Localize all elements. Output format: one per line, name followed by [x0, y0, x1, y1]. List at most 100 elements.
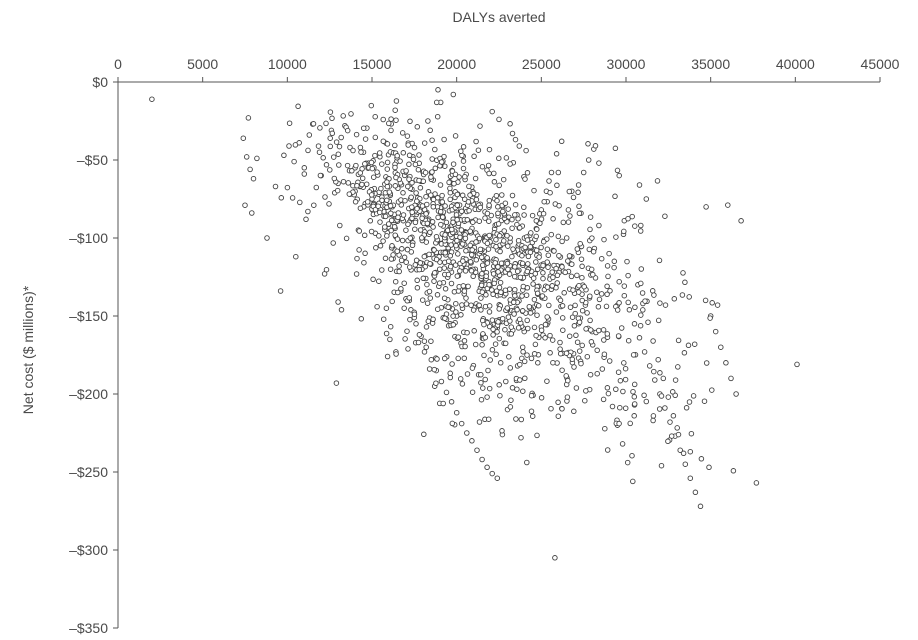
data-point — [467, 192, 473, 198]
data-point — [615, 333, 622, 339]
data-point — [606, 358, 613, 364]
data-point — [631, 401, 638, 407]
data-point — [671, 296, 678, 302]
data-point — [411, 311, 418, 317]
data-point — [450, 91, 457, 98]
data-point — [345, 180, 352, 186]
data-point — [353, 131, 360, 138]
data-point — [327, 109, 334, 115]
data-point — [373, 245, 379, 251]
data-point — [491, 280, 497, 287]
data-point — [485, 367, 491, 374]
data-point — [467, 259, 474, 265]
data-point — [520, 388, 526, 394]
data-point — [438, 159, 445, 165]
data-point — [643, 398, 650, 405]
data-point — [452, 262, 459, 268]
data-point — [376, 209, 383, 216]
data-point — [441, 136, 447, 143]
data-point — [388, 210, 394, 217]
data-point — [617, 404, 623, 411]
data-point — [550, 359, 556, 366]
data-point — [327, 167, 333, 173]
data-point — [476, 235, 483, 242]
data-point — [554, 272, 561, 279]
data-point — [596, 296, 603, 303]
data-point — [471, 328, 477, 334]
data-point — [441, 355, 448, 362]
data-point — [697, 503, 704, 510]
data-point — [396, 268, 402, 275]
data-point — [579, 263, 585, 270]
data-point — [405, 221, 411, 228]
data-point — [361, 232, 368, 239]
data-point — [544, 378, 550, 384]
data-point — [243, 154, 250, 160]
data-point — [522, 375, 528, 382]
data-point — [622, 405, 629, 411]
data-point — [462, 268, 469, 274]
data-point — [413, 190, 419, 196]
data-point — [442, 232, 448, 238]
data-point — [540, 270, 546, 276]
data-point — [411, 144, 418, 151]
data-point — [414, 198, 420, 204]
data-point — [604, 331, 611, 337]
data-point — [338, 307, 345, 313]
data-point — [333, 380, 340, 386]
data-point — [502, 326, 508, 333]
data-point — [368, 228, 375, 235]
data-point — [515, 237, 522, 244]
data-point — [553, 265, 559, 272]
data-point — [501, 238, 507, 244]
data-point — [519, 260, 526, 267]
data-point — [462, 173, 468, 180]
data-point — [316, 149, 323, 155]
data-point — [794, 361, 800, 368]
data-point — [521, 358, 528, 365]
data-point — [493, 236, 499, 243]
data-point — [507, 161, 513, 167]
data-point — [376, 233, 382, 239]
data-point — [427, 229, 433, 236]
data-point — [607, 288, 613, 294]
data-point — [588, 339, 595, 345]
data-point — [575, 189, 581, 196]
data-point — [479, 262, 486, 268]
data-point — [485, 416, 492, 422]
data-point — [393, 98, 400, 104]
data-point — [521, 204, 527, 211]
data-point — [637, 322, 644, 329]
data-point — [594, 370, 600, 377]
data-point — [495, 204, 501, 210]
data-point — [450, 313, 456, 319]
data-point — [512, 136, 519, 143]
data-point — [512, 264, 518, 270]
data-point — [453, 242, 459, 249]
data-point — [504, 305, 511, 311]
data-point — [278, 195, 285, 201]
data-point — [453, 409, 460, 416]
data-point — [570, 194, 577, 201]
data-point — [412, 219, 419, 226]
data-point — [587, 226, 593, 233]
data-point — [490, 332, 496, 338]
data-point — [490, 271, 497, 277]
data-point — [337, 222, 343, 229]
data-point — [566, 333, 573, 339]
data-point — [431, 270, 438, 276]
data-point — [502, 287, 509, 293]
data-point — [433, 256, 440, 263]
data-point — [474, 447, 480, 453]
data-point — [651, 368, 657, 375]
data-point — [392, 142, 398, 149]
data-point — [469, 365, 476, 371]
data-points — [149, 87, 800, 561]
data-point — [441, 295, 448, 301]
data-point — [482, 215, 488, 221]
data-point — [477, 246, 484, 253]
data-point — [496, 306, 502, 312]
data-point — [327, 143, 334, 150]
data-point — [428, 356, 435, 363]
data-point — [641, 349, 648, 355]
